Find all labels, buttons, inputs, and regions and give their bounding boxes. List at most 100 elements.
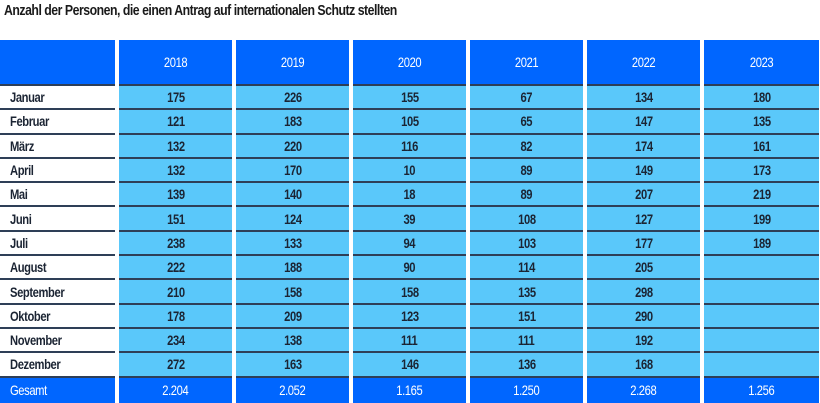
value-cell: 158 xyxy=(236,280,349,305)
value-cell: 116 xyxy=(353,134,466,159)
value-cell: 178 xyxy=(119,304,232,329)
month-label: März xyxy=(0,134,115,159)
table-row: Februar 121 183 105 65 147 135 xyxy=(0,110,820,135)
month-label: November xyxy=(0,328,115,354)
value-cell: 147 xyxy=(587,110,700,135)
value-cell: 180 xyxy=(704,86,819,111)
table-row: Januar 175 226 155 67 134 180 xyxy=(0,86,820,111)
month-label: Januar xyxy=(0,86,115,111)
value-cell: 226 xyxy=(236,86,349,111)
table-row: Dezember 272 163 146 136 168 xyxy=(0,353,820,378)
value-cell: 124 xyxy=(236,207,349,232)
value-cell: 114 xyxy=(470,256,583,281)
value-cell: 219 xyxy=(704,183,819,208)
value-cell: 89 xyxy=(470,183,583,208)
value-cell: 163 xyxy=(236,353,349,378)
value-cell: 140 xyxy=(236,183,349,208)
value-cell: 90 xyxy=(353,256,466,281)
value-cell: 105 xyxy=(353,110,466,135)
month-label: August xyxy=(0,256,115,281)
value-cell: 89 xyxy=(470,158,583,184)
value-cell: 82 xyxy=(470,134,583,159)
header-year-2022: 2022 xyxy=(587,40,700,86)
value-cell: 177 xyxy=(587,231,700,257)
table-row: Oktober 178 209 123 151 290 xyxy=(0,304,820,329)
value-cell xyxy=(704,304,819,329)
value-cell: 139 xyxy=(119,183,232,208)
value-cell: 151 xyxy=(470,304,583,329)
value-cell: 168 xyxy=(587,353,700,378)
asylum-applications-table: 2018 2019 2020 2021 2022 2023 Januar 175 2… xyxy=(0,40,820,403)
total-cell: 1.256 xyxy=(704,377,819,403)
total-cell: 2.204 xyxy=(119,377,232,403)
value-cell xyxy=(704,353,819,378)
value-cell: 39 xyxy=(353,207,466,232)
value-cell: 298 xyxy=(587,280,700,305)
value-cell: 135 xyxy=(704,110,819,135)
month-label: Oktober xyxy=(0,304,115,329)
value-cell: 161 xyxy=(704,134,819,159)
month-label: Februar xyxy=(0,110,115,135)
table-title: Anzahl der Personen, die einen Antrag au… xyxy=(4,2,397,19)
value-cell: 132 xyxy=(119,158,232,184)
total-cell: 1.250 xyxy=(470,377,583,403)
value-cell: 146 xyxy=(353,353,466,378)
month-label: April xyxy=(0,158,115,184)
table-header-row: 2018 2019 2020 2021 2022 2023 xyxy=(0,40,820,86)
table-row: Juni 151 124 39 108 127 199 xyxy=(0,207,820,232)
table-row: September 210 158 158 135 298 xyxy=(0,280,820,305)
header-year-2021: 2021 xyxy=(470,40,583,86)
value-cell: 111 xyxy=(470,328,583,354)
value-cell: 121 xyxy=(119,110,232,135)
table-row: Juli 238 133 94 103 177 189 xyxy=(0,231,820,257)
value-cell: 67 xyxy=(470,86,583,111)
value-cell: 138 xyxy=(236,328,349,354)
value-cell: 290 xyxy=(587,304,700,329)
month-label: September xyxy=(0,280,115,305)
value-cell: 103 xyxy=(470,231,583,257)
header-year-2019: 2019 xyxy=(236,40,349,86)
value-cell xyxy=(704,280,819,305)
table-row: Mai 139 140 18 89 207 219 xyxy=(0,183,820,208)
value-cell: 18 xyxy=(353,183,466,208)
value-cell: 94 xyxy=(353,231,466,257)
header-year-2020: 2020 xyxy=(353,40,466,86)
table-row: April 132 170 10 89 149 173 xyxy=(0,158,820,184)
value-cell: 10 xyxy=(353,158,466,184)
month-label: Juni xyxy=(0,207,115,232)
value-cell: 149 xyxy=(587,158,700,184)
value-cell: 135 xyxy=(470,280,583,305)
value-cell: 210 xyxy=(119,280,232,305)
month-label: Dezember xyxy=(0,353,115,378)
total-cell: 1.165 xyxy=(353,377,466,403)
value-cell: 234 xyxy=(119,328,232,354)
value-cell: 108 xyxy=(470,207,583,232)
value-cell: 158 xyxy=(353,280,466,305)
value-cell xyxy=(704,328,819,354)
value-cell: 207 xyxy=(587,183,700,208)
header-year-2023: 2023 xyxy=(704,40,819,86)
total-cell: 2.268 xyxy=(587,377,700,403)
value-cell: 199 xyxy=(704,207,819,232)
value-cell: 111 xyxy=(353,328,466,354)
value-cell: 173 xyxy=(704,158,819,184)
total-row: Gesamt 2.204 2.052 1.165 1.250 2.268 1.2… xyxy=(0,377,820,403)
value-cell: 188 xyxy=(236,256,349,281)
value-cell: 209 xyxy=(236,304,349,329)
value-cell: 170 xyxy=(236,158,349,184)
value-cell: 192 xyxy=(587,328,700,354)
month-label: Juli xyxy=(0,231,115,257)
value-cell: 133 xyxy=(236,231,349,257)
value-cell: 183 xyxy=(236,110,349,135)
value-cell xyxy=(704,256,819,281)
total-cell: 2.052 xyxy=(236,377,349,403)
value-cell: 174 xyxy=(587,134,700,159)
value-cell: 272 xyxy=(119,353,232,378)
table-row: März 132 220 116 82 174 161 xyxy=(0,134,820,159)
value-cell: 175 xyxy=(119,86,232,111)
value-cell: 238 xyxy=(119,231,232,257)
value-cell: 155 xyxy=(353,86,466,111)
value-cell: 205 xyxy=(587,256,700,281)
table-row: November 234 138 111 111 192 xyxy=(0,328,820,354)
header-corner-cell xyxy=(0,40,115,86)
